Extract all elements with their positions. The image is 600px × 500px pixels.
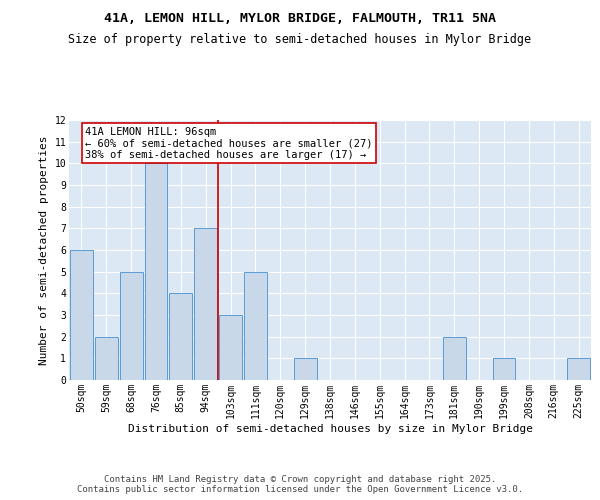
Bar xyxy=(194,228,217,380)
Text: 41A LEMON HILL: 96sqm
← 60% of semi-detached houses are smaller (27)
38% of semi: 41A LEMON HILL: 96sqm ← 60% of semi-deta… xyxy=(85,126,373,160)
Bar xyxy=(294,358,317,380)
X-axis label: Distribution of semi-detached houses by size in Mylor Bridge: Distribution of semi-detached houses by … xyxy=(128,424,533,434)
Bar xyxy=(120,272,143,380)
Bar xyxy=(169,294,192,380)
Bar xyxy=(145,164,167,380)
Bar xyxy=(493,358,515,380)
Text: Size of property relative to semi-detached houses in Mylor Bridge: Size of property relative to semi-detach… xyxy=(68,32,532,46)
Bar xyxy=(219,315,242,380)
Bar xyxy=(70,250,93,380)
Bar xyxy=(244,272,267,380)
Text: 41A, LEMON HILL, MYLOR BRIDGE, FALMOUTH, TR11 5NA: 41A, LEMON HILL, MYLOR BRIDGE, FALMOUTH,… xyxy=(104,12,496,26)
Bar xyxy=(567,358,590,380)
Y-axis label: Number of semi-detached properties: Number of semi-detached properties xyxy=(39,135,49,365)
Bar xyxy=(95,336,118,380)
Bar xyxy=(443,336,466,380)
Text: Contains HM Land Registry data © Crown copyright and database right 2025.
Contai: Contains HM Land Registry data © Crown c… xyxy=(77,474,523,494)
